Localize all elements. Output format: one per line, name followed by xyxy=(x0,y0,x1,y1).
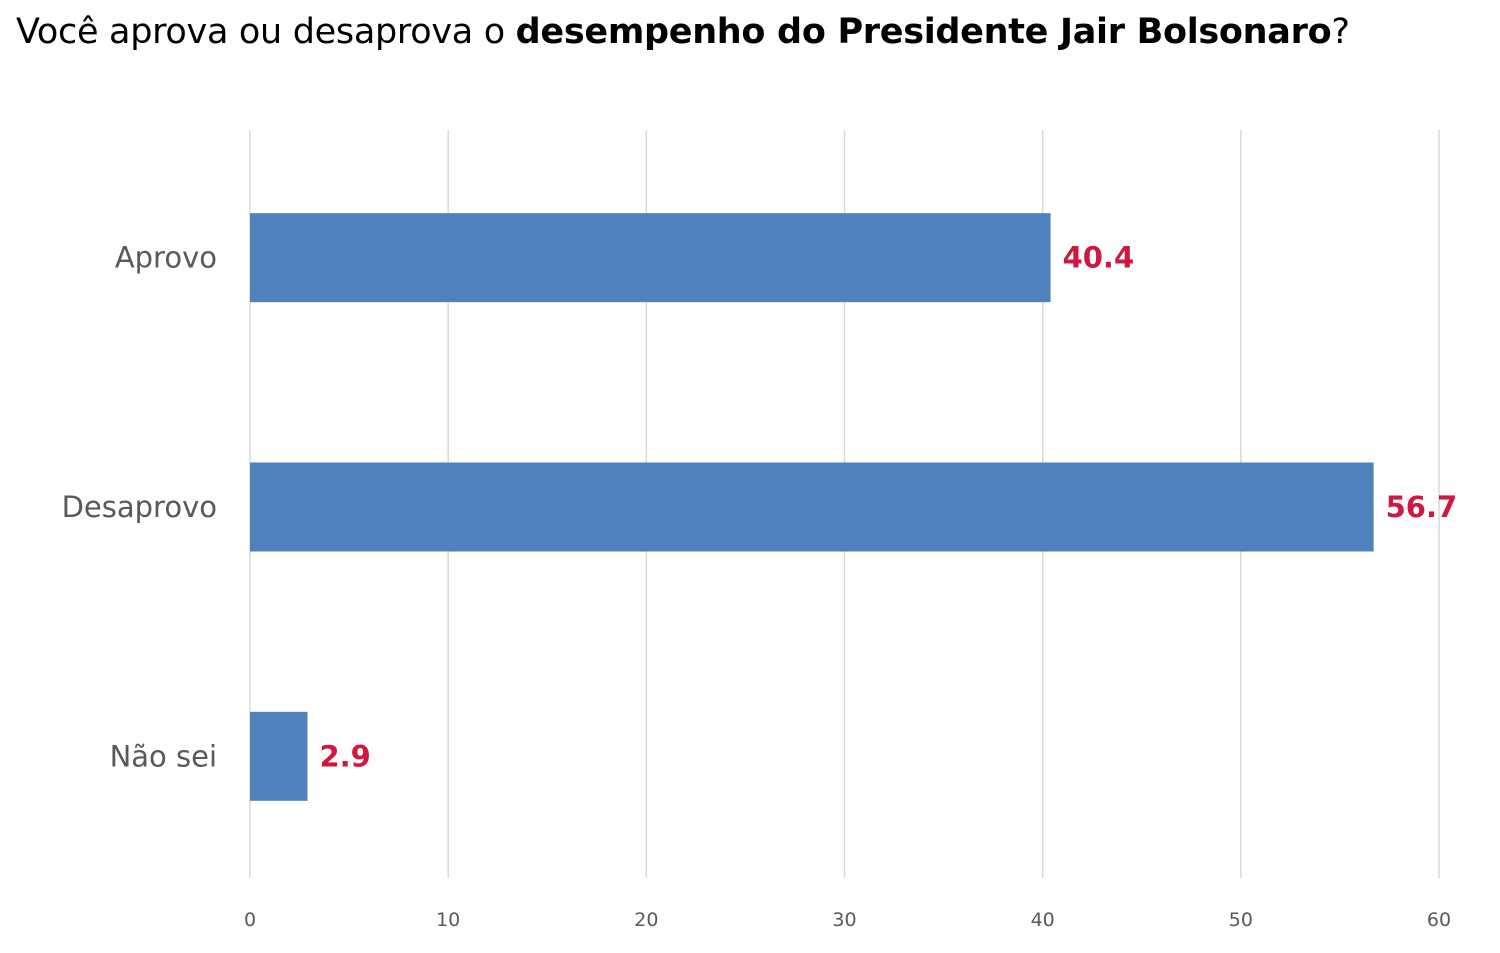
x-tick-label: 40 xyxy=(1031,909,1055,931)
category-label: Aprovo xyxy=(115,241,217,275)
x-tick-label: 30 xyxy=(832,909,856,931)
bar-aprovo xyxy=(250,213,1051,303)
title-regular: Você aprova ou desaprova o xyxy=(16,12,516,52)
bar-desaprovo xyxy=(250,462,1374,552)
x-tick-label: 60 xyxy=(1427,909,1451,931)
category-labels: Aprovo Desaprovo Não sei xyxy=(62,241,217,774)
value-label: 40.4 xyxy=(1063,241,1135,275)
title-bold: desempenho do Presidente Jair Bolsonaro xyxy=(515,12,1332,52)
x-tick-label: 50 xyxy=(1229,909,1253,931)
value-labels: 40.4 56.7 2.9 xyxy=(319,241,1457,774)
category-label: Não sei xyxy=(110,739,217,773)
x-axis-tick-labels: 0 10 20 30 40 50 60 xyxy=(244,909,1451,931)
x-tick-label: 0 xyxy=(244,909,256,931)
bars xyxy=(250,213,1374,801)
chart-title: Você aprova ou desaprova o desempenho do… xyxy=(16,12,1350,52)
x-tick-label: 20 xyxy=(634,909,658,931)
category-label: Desaprovo xyxy=(62,490,217,524)
value-label: 2.9 xyxy=(319,739,370,773)
title-suffix: ? xyxy=(1331,12,1350,52)
bar-n-o-sei xyxy=(250,711,308,801)
x-tick-label: 10 xyxy=(436,909,460,931)
value-label: 56.7 xyxy=(1386,490,1458,524)
